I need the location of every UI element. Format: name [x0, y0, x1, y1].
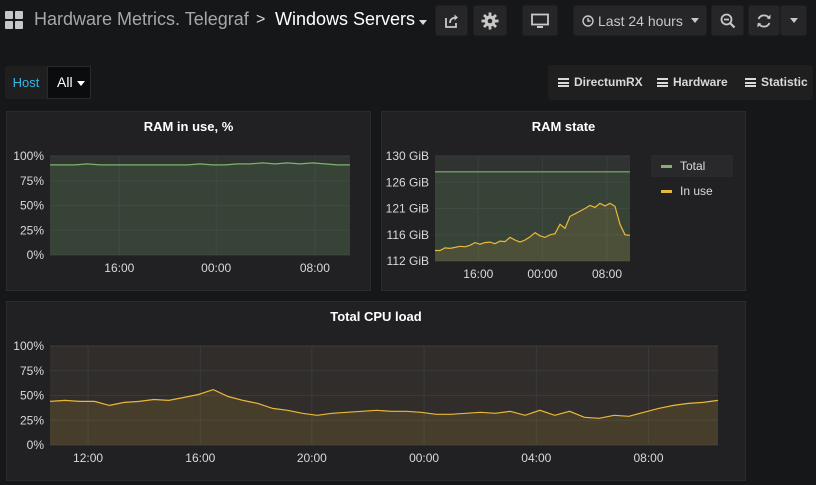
- chevron-down-icon: [690, 18, 699, 23]
- y-tick-label: 100%: [13, 339, 44, 353]
- legend-label: Total: [680, 159, 706, 173]
- gear-icon: [481, 12, 499, 29]
- series-area: [50, 162, 350, 255]
- x-tick-label: 12:00: [73, 451, 103, 465]
- ram-in-use-panel: RAM in use, % 0% 25% 50% 75% 100% 16:00 00:00 0…: [6, 111, 371, 291]
- chevron-down-icon[interactable]: [419, 20, 427, 25]
- cpu-load-panel: Total CPU load 0% 25% 50% 75% 100% 12:00 16:00…: [6, 301, 746, 481]
- bars-icon: [558, 78, 569, 87]
- series-line: [435, 202, 631, 252]
- x-tick-label: 20:00: [297, 451, 327, 465]
- x-tick-label: 00:00: [527, 267, 557, 281]
- ram-state-legend: Total In use: [651, 155, 733, 205]
- x-tick-label: 08:00: [634, 451, 664, 465]
- dashboard-title[interactable]: Windows Servers: [275, 9, 416, 29]
- link-hardware[interactable]: Hardware: [657, 65, 728, 100]
- refresh-interval-dropdown[interactable]: [780, 5, 807, 36]
- bars-icon: [745, 78, 756, 87]
- ram-state-panel: RAM state 112 GiB 116 GiB 121 GiB 126 GiB 13…: [381, 111, 746, 291]
- x-tick-label: 00:00: [201, 261, 231, 275]
- cpu-load-chart: 0% 25% 50% 75% 100% 12:00 16:00 20:00 00:00 04:00…: [13, 339, 719, 465]
- link-label: Hardware: [673, 75, 728, 89]
- x-tick-label: 16:00: [463, 267, 493, 281]
- grid-icon[interactable]: [5, 11, 25, 31]
- y-tick-label: 126 GiB: [386, 175, 429, 189]
- refresh-icon: [757, 14, 771, 27]
- legend-item-total[interactable]: Total: [651, 155, 733, 177]
- legend-swatch: [661, 190, 672, 194]
- time-range-picker[interactable]: Last 24 hours: [573, 5, 707, 36]
- share-icon: [444, 14, 458, 28]
- ram-in-use-chart: 0% 25% 50% 75% 100% 16:00 00:00 08:00: [13, 149, 350, 275]
- series-area: [435, 203, 630, 261]
- x-tick-label: 08:00: [300, 261, 330, 275]
- dashboard-links: DirectumRX Hardware Statistic: [548, 65, 813, 100]
- y-tick-label: 25%: [20, 413, 44, 427]
- y-tick-label: 0%: [27, 248, 45, 262]
- series-line: [50, 162, 350, 166]
- chevron-down-icon: [76, 80, 85, 86]
- x-tick-label: 00:00: [409, 451, 439, 465]
- host-variable-select[interactable]: All: [47, 66, 91, 99]
- zoom-out-button[interactable]: [711, 5, 744, 36]
- link-label: DirectumRX: [574, 75, 643, 89]
- legend-label: In use: [680, 184, 713, 198]
- zoom-out-icon: [720, 13, 735, 28]
- y-tick-label: 130 GiB: [386, 149, 429, 163]
- legend-swatch: [661, 165, 672, 169]
- breadcrumb-folder[interactable]: Hardware Metrics. Telegraf: [34, 9, 249, 29]
- y-tick-label: 100%: [13, 149, 44, 163]
- y-tick-label: 116 GiB: [387, 228, 429, 242]
- x-tick-label: 16:00: [185, 451, 215, 465]
- y-tick-label: 121 GiB: [386, 202, 429, 216]
- series-area: [435, 171, 630, 261]
- y-tick-label: 75%: [20, 174, 44, 188]
- x-tick-label: 08:00: [592, 267, 622, 281]
- y-tick-label: 0%: [27, 438, 45, 452]
- chevron-down-icon: [789, 18, 798, 23]
- view-mode-button[interactable]: [522, 5, 558, 36]
- link-label: Statistic: [761, 75, 808, 89]
- breadcrumb-separator: >: [256, 11, 266, 28]
- y-tick-label: 25%: [20, 223, 44, 237]
- settings-button[interactable]: [473, 5, 507, 36]
- share-button[interactable]: [435, 5, 468, 36]
- panel-title[interactable]: RAM state: [531, 119, 596, 134]
- clock-icon: [582, 14, 594, 27]
- legend-item-in-use[interactable]: In use: [651, 180, 733, 202]
- tv-icon: [531, 13, 549, 28]
- x-tick-label: 04:00: [521, 451, 551, 465]
- y-tick-label: 112 GiB: [387, 254, 429, 268]
- link-statistic[interactable]: Statistic: [745, 65, 808, 100]
- panel-title[interactable]: Total CPU load: [330, 309, 422, 324]
- top-navbar: Hardware Metrics. Telegraf > Windows Ser…: [0, 0, 816, 42]
- host-variable-label: Host: [5, 66, 47, 99]
- series-line: [49, 388, 719, 419]
- time-range-label: Last 24 hours: [598, 12, 683, 29]
- refresh-button[interactable]: [748, 5, 780, 36]
- ram-state-chart: 112 GiB 116 GiB 121 GiB 126 GiB 130 GiB 16:00…: [386, 149, 631, 281]
- panel-title[interactable]: RAM in use, %: [143, 119, 234, 134]
- x-tick-label: 16:00: [104, 261, 134, 275]
- bars-icon: [657, 78, 668, 87]
- y-tick-label: 50%: [20, 389, 44, 403]
- host-variable-value: All: [57, 74, 73, 90]
- y-tick-label: 50%: [20, 199, 44, 213]
- y-tick-label: 75%: [20, 364, 44, 378]
- series-area: [50, 389, 718, 445]
- link-directumrx[interactable]: DirectumRX: [558, 65, 643, 100]
